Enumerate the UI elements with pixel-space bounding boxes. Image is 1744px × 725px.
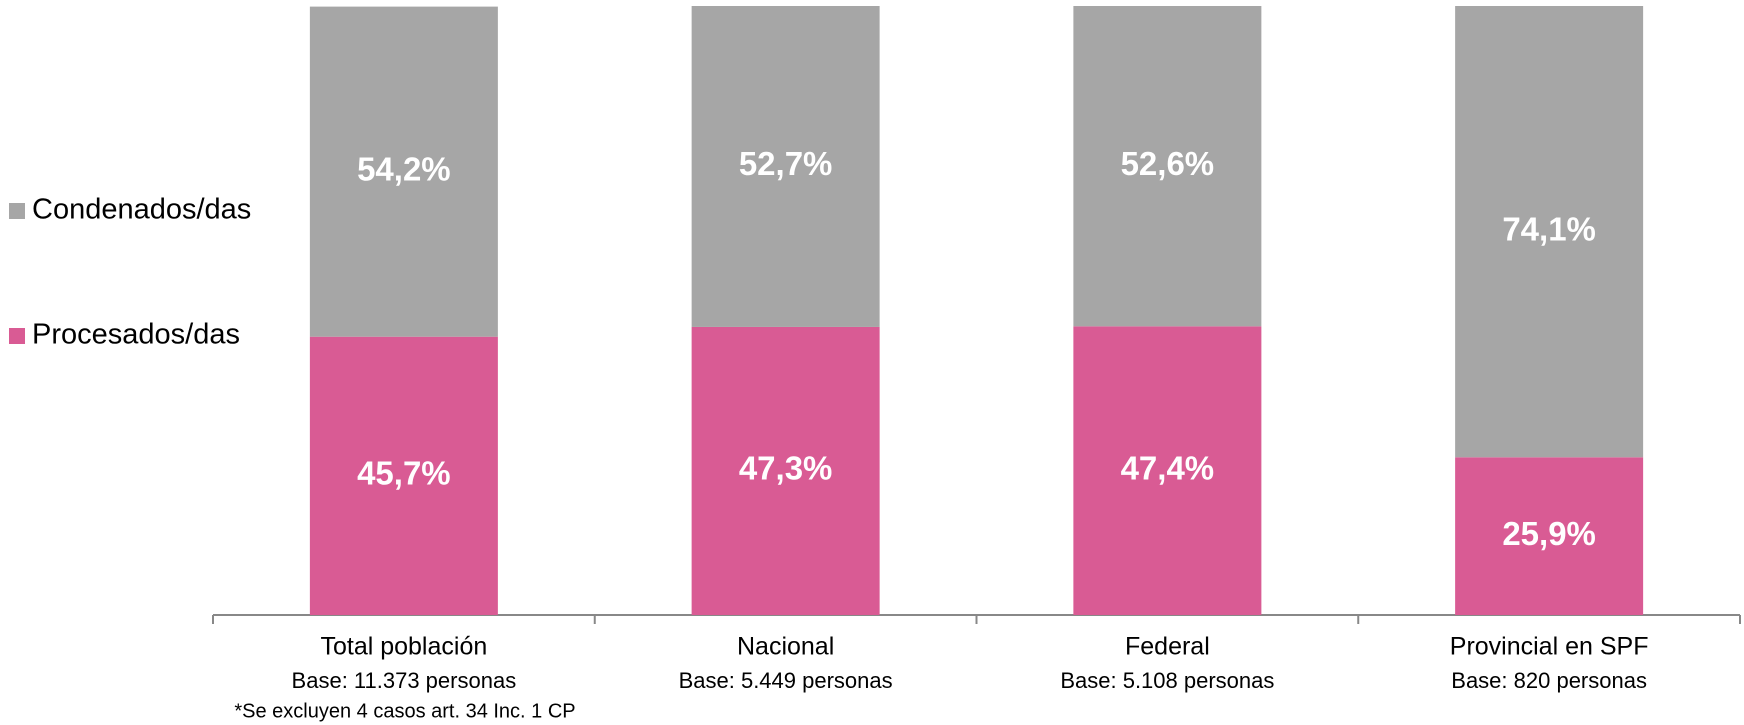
legend-label: Condenados/das (32, 194, 251, 226)
x-tick-label: Federal (1125, 633, 1210, 661)
base-label: Base: 11.373 personas (292, 668, 517, 693)
bar-segment (1073, 326, 1262, 615)
value-label: 47,3% (739, 450, 833, 487)
value-label: 52,6% (1121, 145, 1215, 182)
bar-segment (1073, 6, 1262, 327)
value-label: 47,4% (1121, 449, 1215, 486)
bar-segment (309, 6, 498, 337)
value-label: 25,9% (1502, 515, 1596, 552)
value-label: 74,1% (1502, 210, 1596, 247)
base-label: Base: 5.108 personas (1060, 668, 1274, 693)
base-label: Base: 820 personas (1451, 668, 1647, 693)
bar-segment (1455, 457, 1644, 615)
value-label: 45,7% (357, 455, 451, 492)
x-tick-label: Nacional (737, 633, 834, 661)
base-label: Base: 5.449 personas (679, 668, 893, 693)
bar-segment (691, 326, 880, 615)
legend-swatch (9, 328, 25, 344)
note: *Se excluyen 4 casos art. 34 Inc. 1 CP (234, 700, 575, 722)
legend-swatch (9, 203, 25, 219)
x-tick-label: Total población (320, 633, 487, 661)
value-label: 54,2% (357, 150, 451, 187)
legend-label: Procesados/das (32, 319, 240, 351)
bar-segment (309, 336, 498, 615)
bar-segment (691, 6, 880, 327)
value-label: 52,7% (739, 145, 833, 182)
x-tick-label: Provincial en SPF (1450, 633, 1649, 661)
bar-segment (1455, 6, 1644, 458)
